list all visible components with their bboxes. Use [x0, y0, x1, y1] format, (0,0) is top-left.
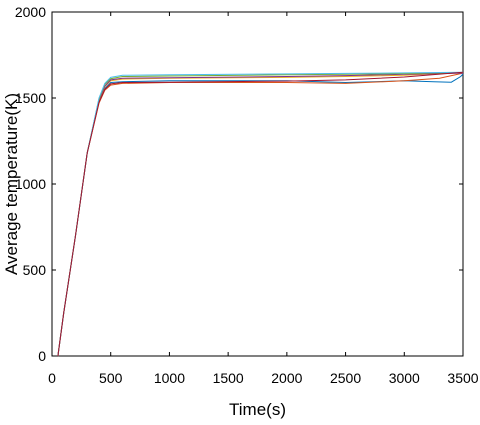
y-tick-label: 2000 [15, 4, 46, 20]
x-axis-label: Time(s) [229, 400, 286, 419]
x-tick-label: 500 [99, 370, 123, 386]
x-tick-label: 3500 [447, 370, 478, 386]
y-tick-label: 1000 [15, 176, 46, 192]
ticks-layer: 0 500 1000 1500 2000 2500 3000 3500 0 500 1000 1500… [15, 4, 479, 386]
x-tick-label: 2000 [271, 370, 302, 386]
plot-frame [51, 11, 464, 357]
x-tick-label: 1500 [213, 370, 244, 386]
plot-box [51, 11, 464, 357]
x-tick-label: 3000 [389, 370, 420, 386]
y-tick-label: 500 [23, 262, 47, 278]
series-layer [57, 71, 464, 357]
y-axis-label: Average temperature(K) [2, 93, 21, 275]
y-tick-label: 1500 [15, 90, 46, 106]
y-tick-label: 0 [38, 348, 46, 364]
series-line-7 [57, 71, 464, 357]
x-tick-label: 1000 [154, 370, 185, 386]
x-tick-label: 2500 [330, 370, 361, 386]
x-tick-label: 0 [48, 370, 56, 386]
